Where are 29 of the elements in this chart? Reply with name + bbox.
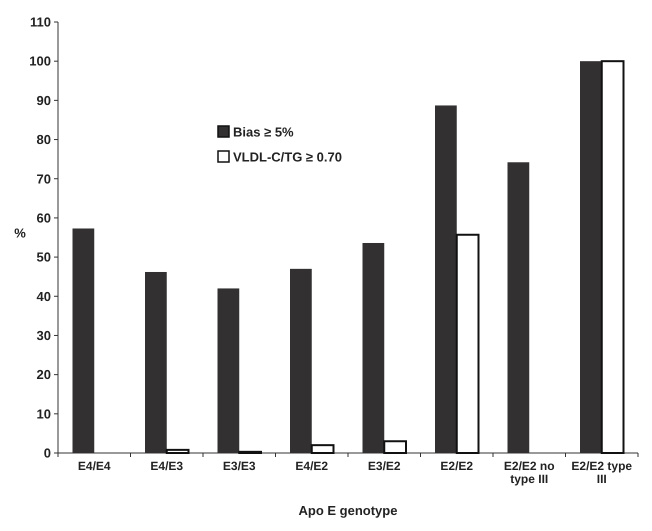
y-tick-label: 60 xyxy=(36,210,51,226)
y-tick-label: 90 xyxy=(36,92,51,108)
bar xyxy=(166,448,190,454)
x-tick-label: E3/E3 xyxy=(222,459,256,473)
legend-label: Bias ≥ 5% xyxy=(233,124,294,140)
y-tick-label: 40 xyxy=(36,288,51,304)
bar xyxy=(456,234,480,454)
bar xyxy=(600,60,624,454)
bar xyxy=(310,444,334,454)
y-tick-label: 100 xyxy=(29,54,51,69)
x-tick-label: E2/E2 type III xyxy=(571,459,632,486)
x-tick-label: E2/E2 xyxy=(440,459,474,473)
y-axis-title: % xyxy=(14,226,26,240)
y-tick-label: 70 xyxy=(36,171,51,186)
y-tick-label: 110 xyxy=(30,14,51,30)
y-tick-label: 80 xyxy=(36,132,51,148)
x-tick-label: E4/E2 xyxy=(295,459,328,473)
x-axis-title: Apo E genotype xyxy=(298,503,398,518)
bar xyxy=(383,440,407,454)
y-tick-label: 30 xyxy=(36,328,51,344)
x-tick-label: E4/E4 xyxy=(78,459,111,473)
legend-label: VLDL-C/TG ≥ 0.70 xyxy=(233,150,342,165)
x-tick-label: E2/E2 no type III xyxy=(504,459,555,486)
y-tick-label: 20 xyxy=(36,367,51,382)
y-tick-label: 0 xyxy=(44,446,51,461)
x-tick-label: E4/E3 xyxy=(150,459,184,473)
x-tick-label: E3/E2 xyxy=(368,459,401,473)
y-tick-label: 10 xyxy=(36,406,51,422)
y-tick-label: 50 xyxy=(36,250,51,265)
